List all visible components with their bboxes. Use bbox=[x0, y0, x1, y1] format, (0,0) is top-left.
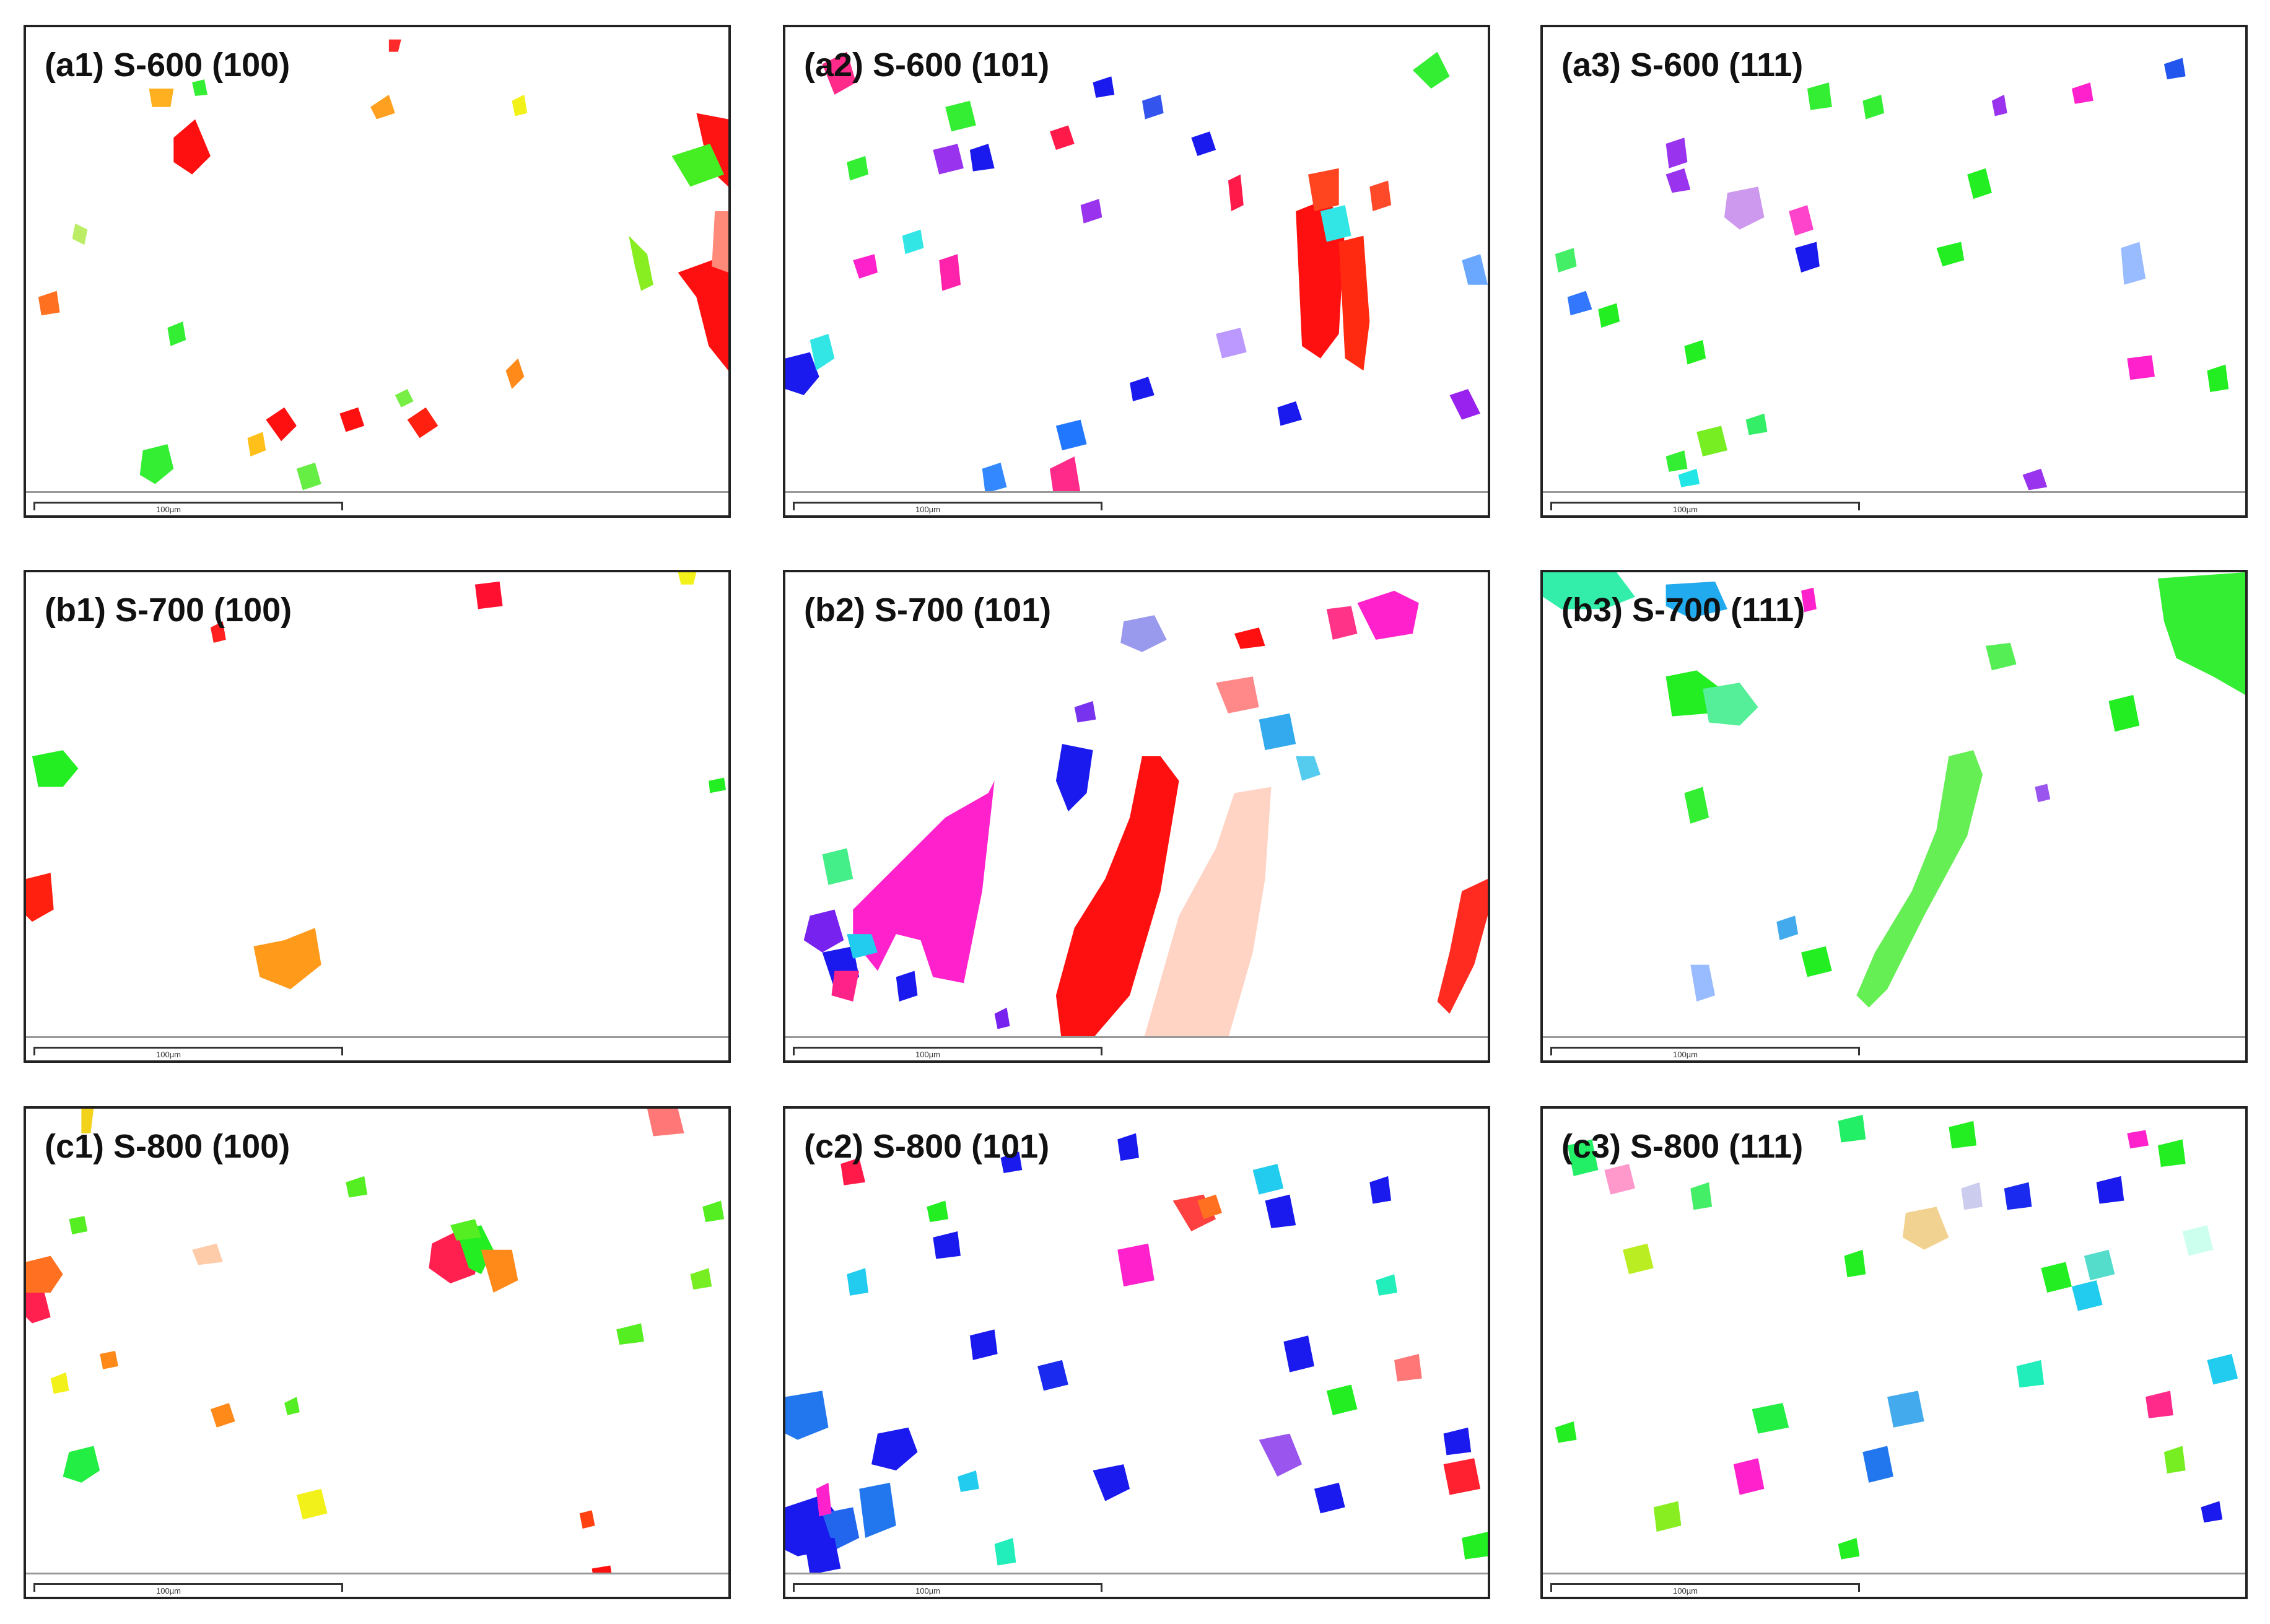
grain-map-c1 bbox=[26, 1109, 725, 1587]
panel-b1: (b1) S-700 (100) 100µm bbox=[24, 570, 731, 1063]
panel-a3: (a3) S-600 (111) 100µm bbox=[1540, 25, 2248, 518]
scale-bar bbox=[1550, 502, 1860, 510]
panel-a2: (a2) S-600 (101) 100µm bbox=[783, 25, 1490, 518]
panel-label: (b2) S-700 (101) bbox=[804, 592, 1052, 629]
scale-label: 100µm bbox=[915, 505, 941, 514]
scale-bar bbox=[33, 502, 343, 510]
panel-label: (a2) S-600 (101) bbox=[804, 46, 1050, 84]
panel-label: (c2) S-800 (101) bbox=[804, 1128, 1050, 1165]
scalebar-area: 100µm bbox=[785, 1573, 1488, 1597]
panel-label: (b1) S-700 (100) bbox=[45, 592, 292, 629]
scale-bar bbox=[1550, 1583, 1860, 1592]
scalebar-area: 100µm bbox=[785, 491, 1488, 515]
scale-label: 100µm bbox=[156, 505, 181, 514]
scale-bar bbox=[793, 1047, 1102, 1055]
panel-label: (c1) S-800 (100) bbox=[45, 1128, 290, 1165]
scale-bar bbox=[793, 502, 1102, 510]
scalebar-area: 100µm bbox=[26, 1573, 728, 1597]
panel-a1: (a1) S-600 (100) 100µm bbox=[24, 25, 731, 518]
grain-map-b2 bbox=[803, 590, 1488, 1045]
panel-b3: (b3) S-700 (111) 100µm bbox=[1540, 570, 2248, 1063]
scale-label: 100µm bbox=[1673, 1050, 1698, 1059]
grain-map-a3 bbox=[1555, 58, 2229, 491]
scale-label: 100µm bbox=[156, 1586, 181, 1596]
panel-label: (a3) S-600 (111) bbox=[1561, 46, 1804, 84]
scalebar-area: 100µm bbox=[1543, 1573, 2245, 1597]
scale-label: 100µm bbox=[1673, 1586, 1698, 1596]
scalebar-area: 100µm bbox=[1543, 1036, 2245, 1060]
grain-map-b3 bbox=[1543, 572, 2245, 1008]
panel-c2: (c2) S-800 (101) 100µm bbox=[783, 1106, 1490, 1599]
scale-label: 100µm bbox=[915, 1586, 941, 1596]
scalebar-area: 100µm bbox=[785, 1036, 1488, 1060]
panel-label: (a1) S-600 (100) bbox=[45, 46, 290, 84]
grain-map-b1 bbox=[26, 572, 727, 990]
scalebar-area: 100µm bbox=[1543, 491, 2245, 515]
grain-map-a1 bbox=[38, 39, 728, 491]
panel-c3: (c3) S-800 (111) 100µm bbox=[1540, 1106, 2248, 1599]
grain-map-c3 bbox=[1555, 1114, 2238, 1560]
grain-map-c2 bbox=[785, 1133, 1488, 1575]
scale-bar bbox=[33, 1583, 343, 1592]
scale-label: 100µm bbox=[1673, 505, 1698, 514]
scale-label: 100µm bbox=[156, 1050, 181, 1059]
panel-label: (b3) S-700 (111) bbox=[1561, 592, 1805, 629]
panel-c1: (c1) S-800 (100) 100µm bbox=[24, 1106, 731, 1599]
scalebar-area: 100µm bbox=[26, 1036, 728, 1060]
panel-b2: (b2) S-700 (101) 100µm bbox=[783, 570, 1490, 1063]
scale-bar bbox=[33, 1047, 343, 1055]
scale-bar bbox=[793, 1583, 1102, 1592]
grain-map-a2 bbox=[785, 51, 1488, 512]
scalebar-area: 100µm bbox=[26, 491, 728, 515]
scale-label: 100µm bbox=[915, 1050, 941, 1059]
scale-bar bbox=[1550, 1047, 1860, 1055]
panel-label: (c3) S-800 (111) bbox=[1561, 1128, 1804, 1165]
